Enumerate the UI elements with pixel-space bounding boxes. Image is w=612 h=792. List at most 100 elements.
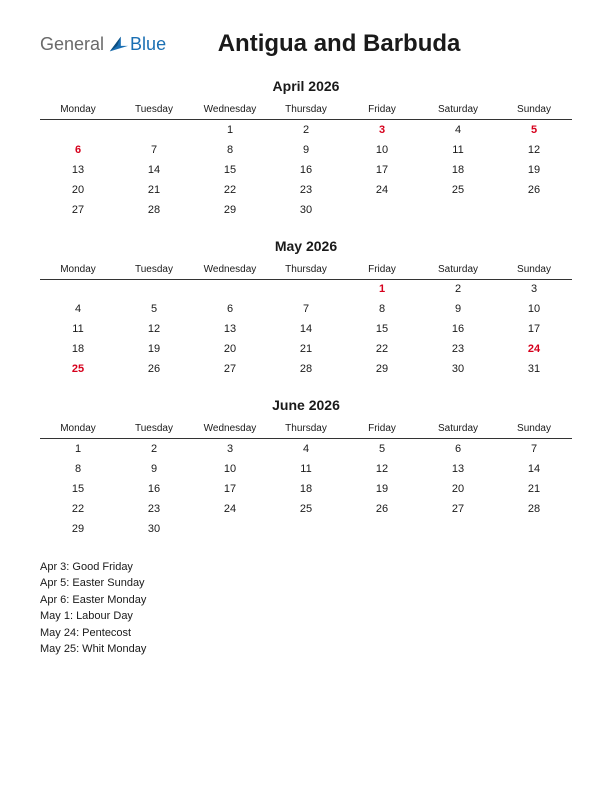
weekday-header: Wednesday [192, 419, 268, 439]
calendar-day: 16 [420, 319, 496, 339]
calendar-row: 15161718192021 [40, 479, 572, 499]
weekday-header: Thursday [268, 260, 344, 280]
calendar-day: 18 [40, 339, 116, 359]
calendar-table: MondayTuesdayWednesdayThursdayFridaySatu… [40, 260, 572, 380]
calendar-day: 8 [40, 459, 116, 479]
country-title: Antigua and Barbuda [106, 30, 572, 58]
calendar-day: 21 [268, 339, 344, 359]
calendar-row: 25262728293031 [40, 359, 572, 379]
calendar-day: 27 [40, 200, 116, 220]
calendar-day: 12 [344, 459, 420, 479]
calendar-day [40, 120, 116, 140]
calendar-day: 15 [40, 479, 116, 499]
weekday-header: Tuesday [116, 260, 192, 280]
calendar-day: 12 [496, 140, 572, 160]
calendar-day: 9 [116, 459, 192, 479]
calendar-day: 25 [268, 499, 344, 519]
weekday-header: Saturday [420, 419, 496, 439]
month-title: June 2026 [40, 397, 572, 413]
calendar-day: 27 [192, 359, 268, 379]
weekday-header: Monday [40, 100, 116, 120]
calendar-day: 17 [192, 479, 268, 499]
calendar-day: 20 [192, 339, 268, 359]
calendar-month: June 2026 MondayTuesdayWednesdayThursdayF… [40, 397, 572, 539]
calendar-day: 10 [344, 140, 420, 160]
calendar-day [496, 519, 572, 539]
weekday-header: Friday [344, 100, 420, 120]
weekday-header: Monday [40, 419, 116, 439]
calendar-day: 24 [192, 499, 268, 519]
calendar-day: 17 [496, 319, 572, 339]
calendar-day: 30 [420, 359, 496, 379]
calendar-day [40, 279, 116, 299]
calendar-table: MondayTuesdayWednesdayThursdayFridaySatu… [40, 419, 572, 539]
calendar-day: 31 [496, 359, 572, 379]
logo-text-general: General [40, 34, 104, 55]
calendar-day: 27 [420, 499, 496, 519]
calendar-row: 18192021222324 [40, 339, 572, 359]
calendar-day: 10 [192, 459, 268, 479]
calendar-day: 18 [268, 479, 344, 499]
calendar-row: 2930 [40, 519, 572, 539]
weekday-header: Saturday [420, 260, 496, 280]
weekday-header: Tuesday [116, 100, 192, 120]
month-title: May 2026 [40, 238, 572, 254]
calendar-day [116, 120, 192, 140]
calendar-day: 15 [344, 319, 420, 339]
calendar-day: 3 [496, 279, 572, 299]
calendar-day: 22 [192, 180, 268, 200]
calendars-container: April 2026MondayTuesdayWednesdayThursday… [40, 78, 572, 539]
calendar-day: 24 [344, 180, 420, 200]
calendar-day: 11 [420, 140, 496, 160]
calendar-day: 19 [344, 479, 420, 499]
holiday-item: May 24: Pentecost [40, 625, 572, 642]
calendar-day: 9 [420, 299, 496, 319]
calendar-day: 9 [268, 140, 344, 160]
calendar-day [420, 200, 496, 220]
calendar-day: 24 [496, 339, 572, 359]
calendar-day: 10 [496, 299, 572, 319]
calendar-day: 1 [40, 439, 116, 459]
calendar-day: 23 [116, 499, 192, 519]
calendar-day: 28 [116, 200, 192, 220]
calendar-day: 18 [420, 160, 496, 180]
calendar-day [192, 519, 268, 539]
calendar-day: 20 [420, 479, 496, 499]
calendar-day: 8 [192, 140, 268, 160]
calendar-day: 15 [192, 160, 268, 180]
holiday-item: Apr 3: Good Friday [40, 559, 572, 576]
calendar-row: 11121314151617 [40, 319, 572, 339]
calendar-day [344, 200, 420, 220]
weekday-header: Thursday [268, 100, 344, 120]
calendar-row: 123 [40, 279, 572, 299]
calendar-day: 4 [420, 120, 496, 140]
calendar-day: 3 [192, 439, 268, 459]
weekday-header: Tuesday [116, 419, 192, 439]
calendar-day: 5 [116, 299, 192, 319]
calendar-day: 6 [192, 299, 268, 319]
calendar-day: 2 [268, 120, 344, 140]
weekday-header: Saturday [420, 100, 496, 120]
calendar-row: 12345 [40, 120, 572, 140]
calendar-day: 23 [268, 180, 344, 200]
calendar-row: 6789101112 [40, 140, 572, 160]
calendar-day: 7 [496, 439, 572, 459]
calendar-day: 12 [116, 319, 192, 339]
calendar-day: 25 [40, 359, 116, 379]
weekday-header: Wednesday [192, 260, 268, 280]
weekday-header: Thursday [268, 419, 344, 439]
calendar-day: 7 [268, 299, 344, 319]
holiday-item: May 1: Labour Day [40, 608, 572, 625]
calendar-day: 1 [192, 120, 268, 140]
calendar-day: 16 [268, 160, 344, 180]
calendar-day: 13 [40, 160, 116, 180]
calendar-day: 14 [496, 459, 572, 479]
holidays-list: Apr 3: Good FridayApr 5: Easter SundayAp… [40, 559, 572, 658]
calendar-day: 5 [496, 120, 572, 140]
calendar-day: 6 [420, 439, 496, 459]
calendar-day [268, 519, 344, 539]
calendar-row: 20212223242526 [40, 180, 572, 200]
calendar-day: 2 [116, 439, 192, 459]
calendar-day: 1 [344, 279, 420, 299]
calendar-day: 14 [268, 319, 344, 339]
